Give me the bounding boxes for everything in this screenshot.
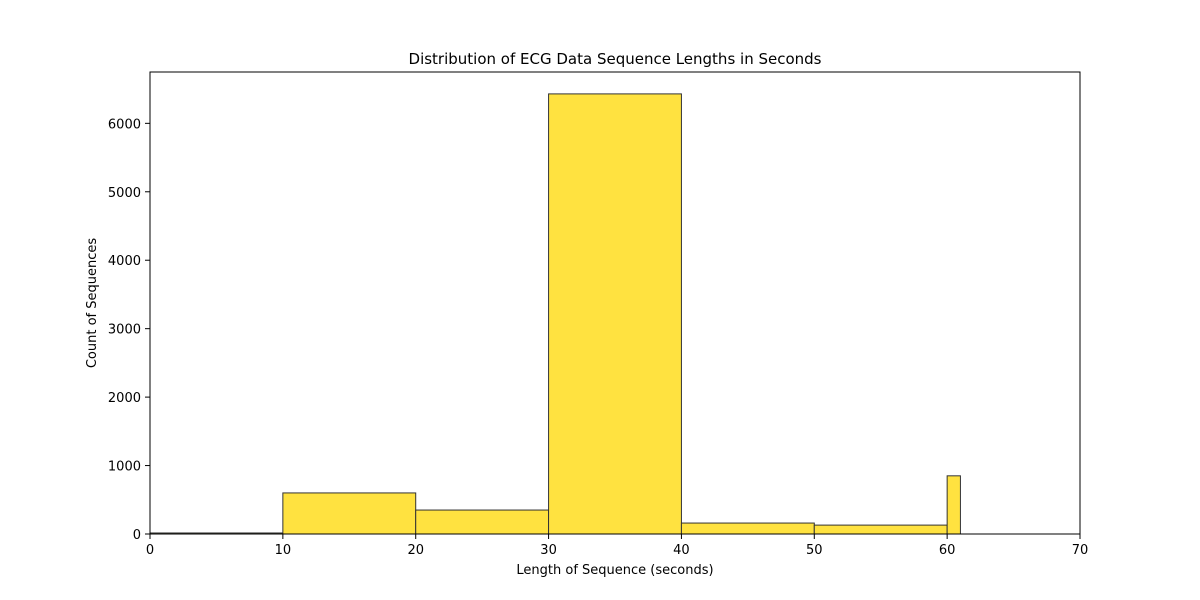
y-tick-label: 6000 xyxy=(108,117,141,132)
x-tick-label: 50 xyxy=(806,543,823,558)
x-tick-label: 10 xyxy=(275,543,292,558)
y-tick-label: 3000 xyxy=(108,323,141,338)
histogram-bar-5 xyxy=(813,524,948,535)
y-axis-label: Count of Sequences xyxy=(85,238,100,369)
y-tick-label: 2000 xyxy=(108,391,141,406)
x-tick-label: 40 xyxy=(673,543,690,558)
histogram-bar-1 xyxy=(282,492,417,535)
x-tick-label: 70 xyxy=(1072,543,1089,558)
x-tick-label: 20 xyxy=(407,543,424,558)
x-tick-label: 60 xyxy=(939,543,956,558)
bars-group xyxy=(149,93,961,535)
histogram-bar-4 xyxy=(680,522,815,535)
x-axis-label: Length of Sequence (seconds) xyxy=(516,563,713,578)
chart-title: Distribution of ECG Data Sequence Length… xyxy=(409,50,822,68)
plot-area-frame xyxy=(149,71,1081,535)
histogram-bar-6 xyxy=(946,475,961,535)
histogram-bar-2 xyxy=(415,509,550,535)
x-axis: 0 10 20 30 40 50 60 70 xyxy=(146,534,1088,558)
y-tick-label: 4000 xyxy=(108,254,141,269)
y-tick-label: 5000 xyxy=(108,186,141,201)
y-axis: 0 1000 2000 3000 4000 5000 6000 xyxy=(108,117,150,543)
x-tick-label: 30 xyxy=(540,543,557,558)
y-tick-label: 0 xyxy=(133,528,141,543)
histogram-bar-3 xyxy=(548,93,682,535)
x-tick-label: 0 xyxy=(146,543,154,558)
y-tick-label: 1000 xyxy=(108,460,141,475)
